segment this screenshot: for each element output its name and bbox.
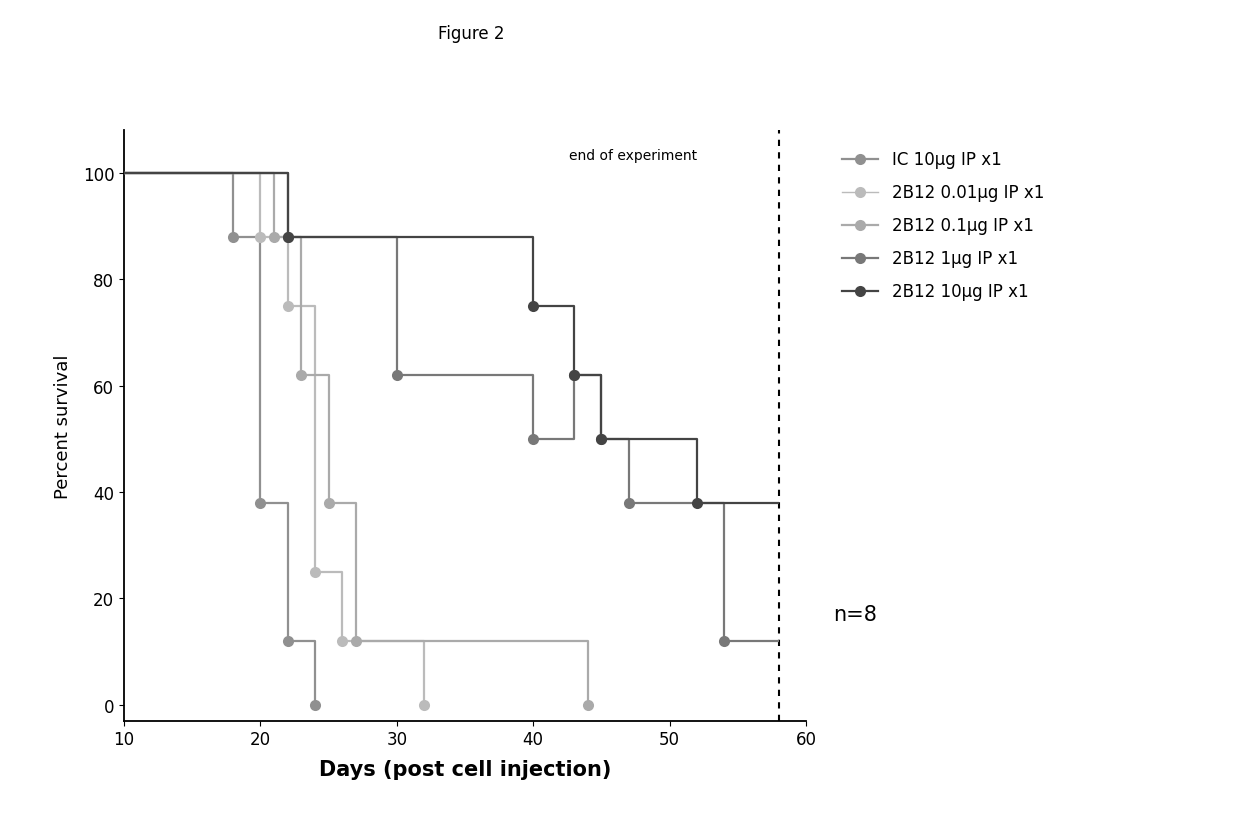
X-axis label: Days (post cell injection): Days (post cell injection) bbox=[319, 759, 611, 780]
Text: Figure 2: Figure 2 bbox=[438, 25, 505, 43]
Text: end of experiment: end of experiment bbox=[569, 149, 697, 163]
Legend: IC 10μg IP x1, 2B12 0.01μg IP x1, 2B12 0.1μg IP x1, 2B12 1μg IP x1, 2B12 10μg IP: IC 10μg IP x1, 2B12 0.01μg IP x1, 2B12 0… bbox=[842, 152, 1044, 301]
Y-axis label: Percent survival: Percent survival bbox=[53, 354, 72, 498]
Text: n=8: n=8 bbox=[833, 604, 877, 625]
